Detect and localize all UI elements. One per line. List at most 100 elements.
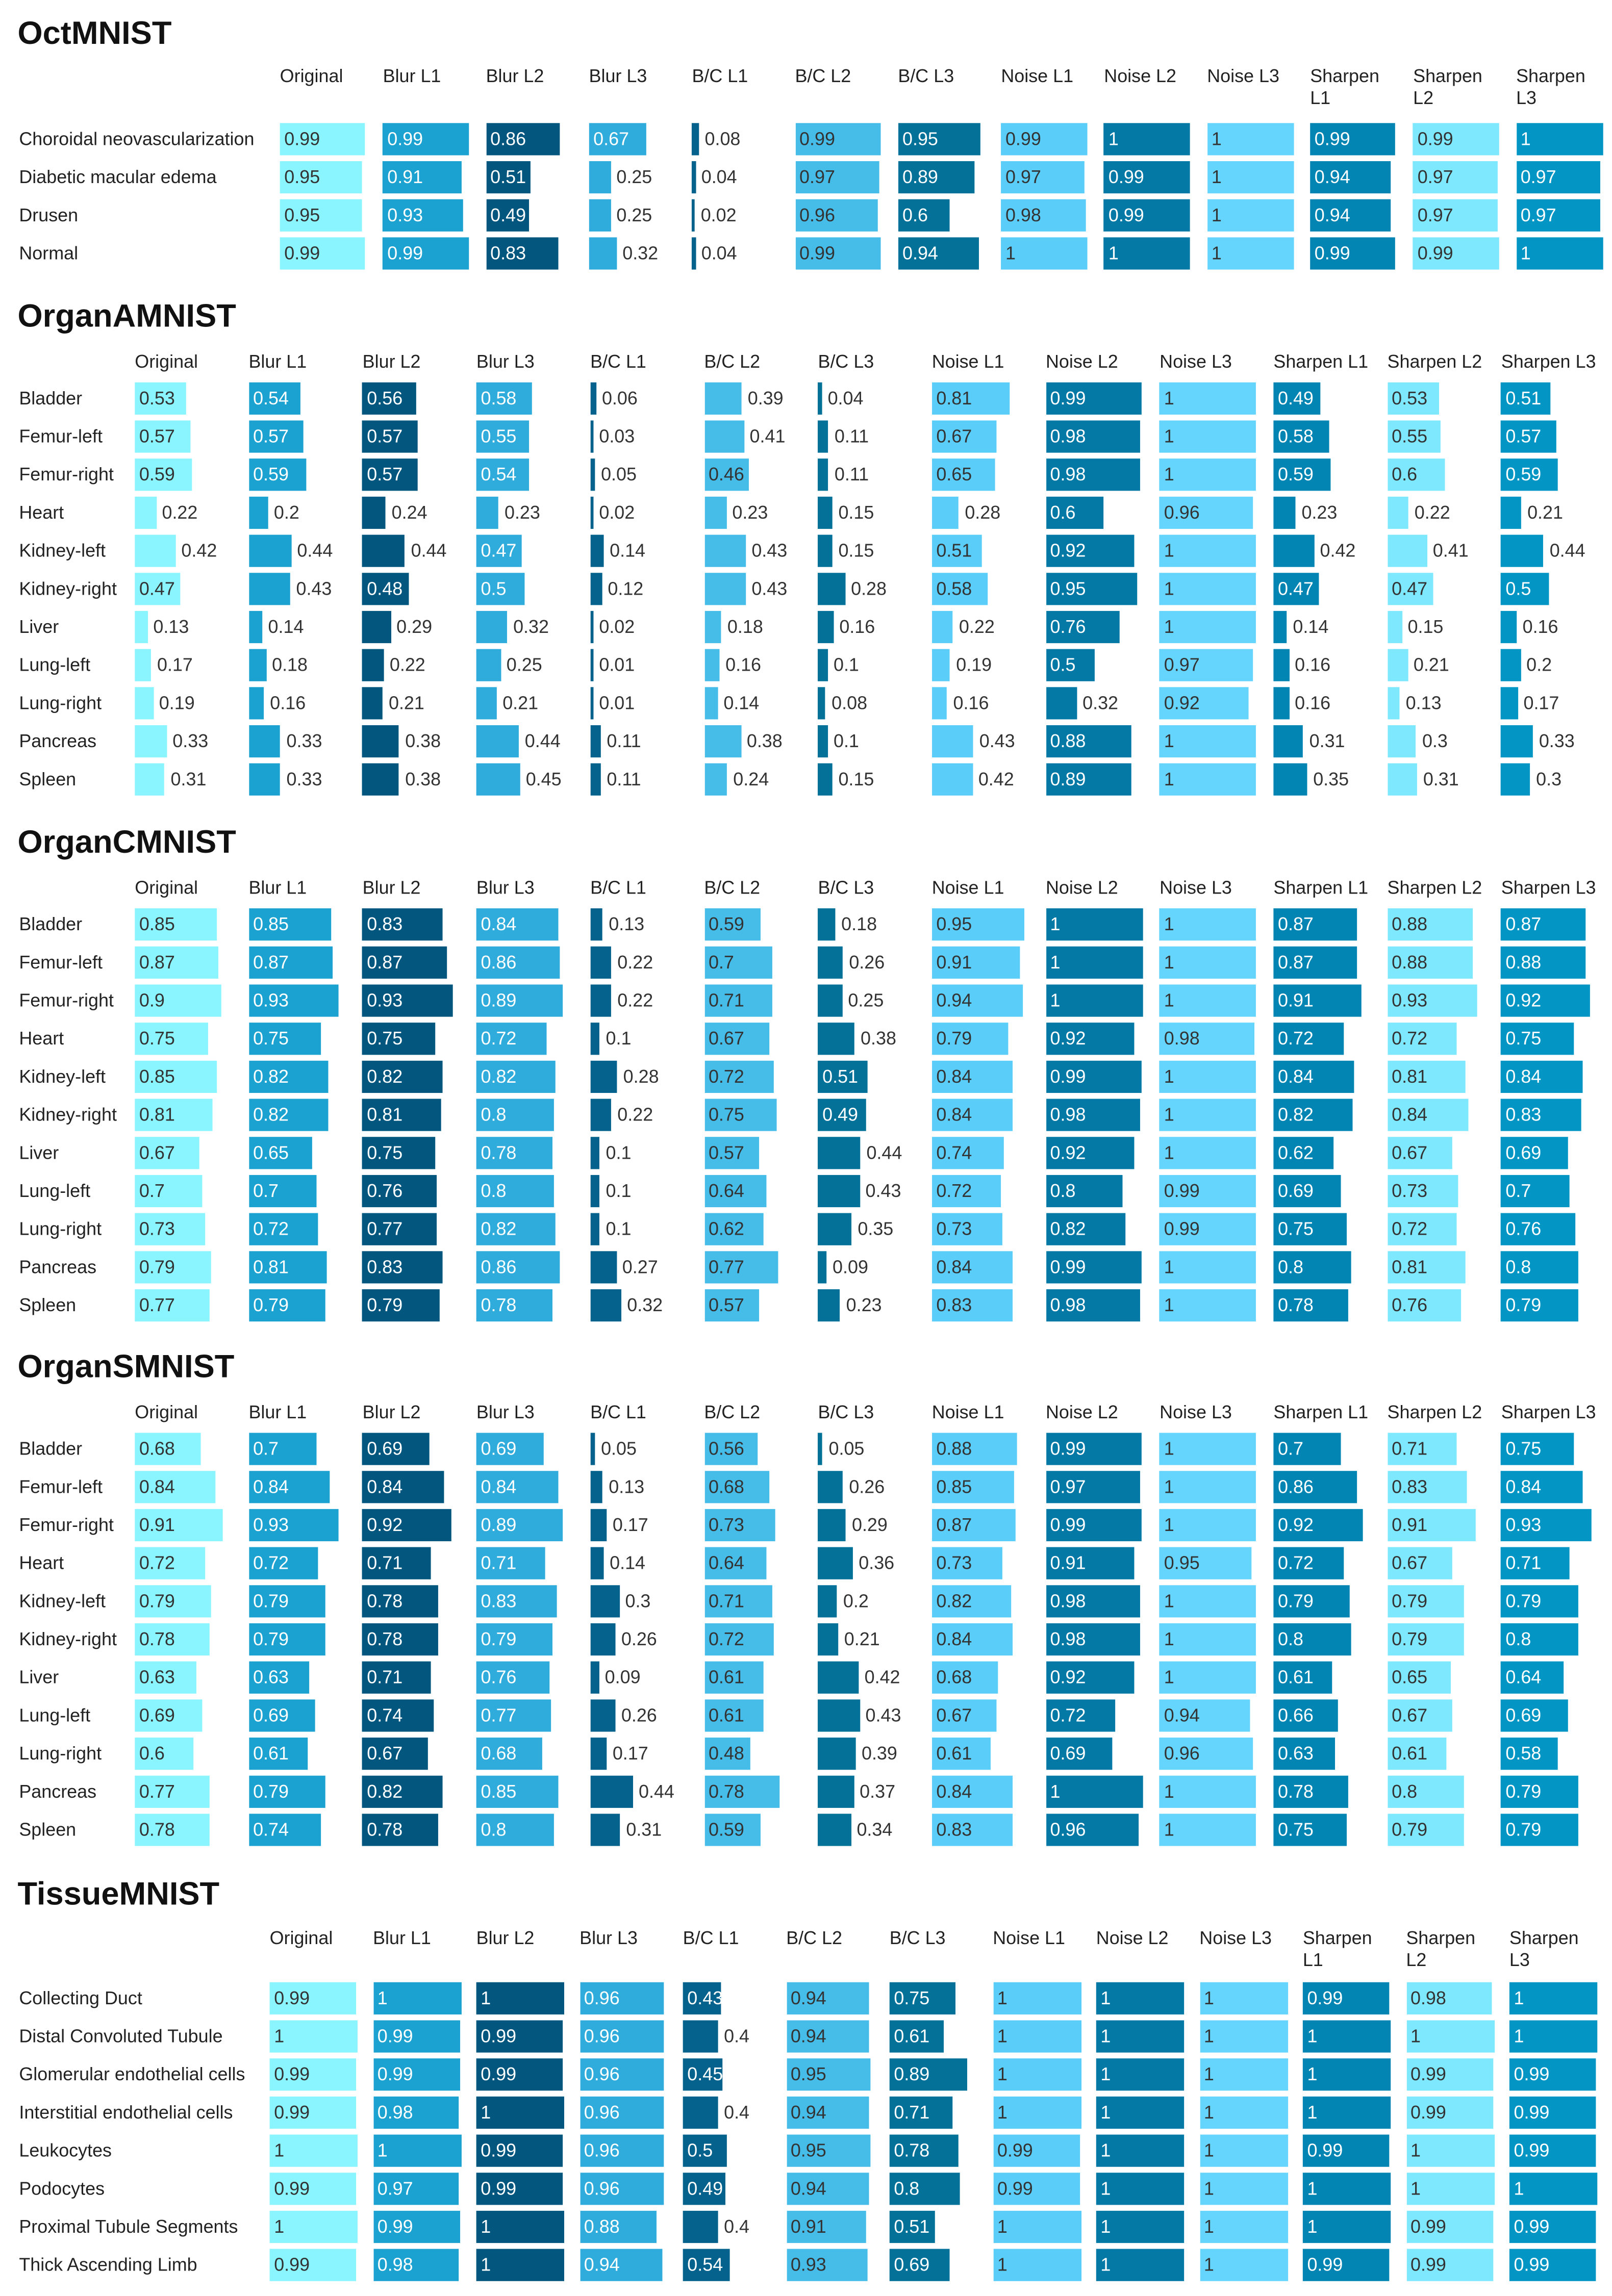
data-label: 0.47 — [481, 541, 517, 562]
data-label: 0.13 — [609, 1476, 645, 1497]
data-label: 0.93 — [367, 990, 403, 1011]
bar-mark — [931, 649, 950, 681]
bar-mark — [1413, 123, 1499, 156]
data-label: 0.8 — [481, 1819, 507, 1841]
data-label: 0.49 — [822, 1105, 859, 1126]
bar-mark — [476, 1175, 554, 1208]
row-label: Lung-right — [19, 1743, 102, 1764]
bar-mark — [1501, 763, 1530, 796]
bar-mark — [1160, 984, 1256, 1017]
bar-mark — [1516, 161, 1600, 194]
bar-mark — [1160, 1547, 1252, 1579]
column-header: Noise L2 — [1045, 877, 1118, 898]
data-label: 1 — [481, 2216, 491, 2237]
data-label: 0.16 — [1295, 693, 1331, 714]
data-label: 0.94 — [1314, 167, 1350, 188]
data-label: 0.8 — [1505, 1629, 1531, 1650]
data-label: 0.82 — [481, 1219, 517, 1240]
bar-mark — [590, 573, 602, 605]
data-label: 0.16 — [725, 655, 762, 676]
data-label: 0.86 — [481, 952, 517, 973]
bar-mark — [362, 420, 418, 453]
bar-mark — [1001, 199, 1086, 232]
bar-mark — [704, 573, 746, 605]
data-label: 0.54 — [481, 464, 517, 485]
data-label: 0.79 — [1505, 1295, 1542, 1316]
data-label: 0.78 — [1277, 1295, 1314, 1316]
bar-mark — [248, 1099, 328, 1131]
data-label: 0.99 — [1050, 1438, 1086, 1460]
row-label: Heart — [19, 502, 64, 523]
data-label: 0.99 — [1005, 129, 1041, 150]
bar-mark — [1045, 1547, 1134, 1579]
data-label: 0.94 — [790, 2026, 826, 2047]
bar-mark — [580, 2173, 664, 2205]
bar-mark — [898, 161, 975, 194]
data-label: 0.44 — [411, 541, 447, 562]
bar-mark — [1413, 161, 1497, 194]
data-label: 0.58 — [936, 578, 972, 599]
bar-mark — [1273, 458, 1331, 491]
bar-mark — [818, 496, 833, 529]
bar-mark — [1096, 2134, 1185, 2167]
bar-mark — [818, 1471, 843, 1503]
bar-mark — [590, 496, 593, 529]
bar-mark — [1406, 2020, 1494, 2053]
data-label: 1 — [1307, 2216, 1318, 2237]
data-label: 1 — [1164, 1142, 1174, 1163]
bar-mark — [704, 1175, 766, 1208]
bar-mark — [1509, 2020, 1598, 2053]
data-label: 0.93 — [387, 205, 423, 226]
bar-mark — [135, 946, 219, 979]
bar-mark — [931, 1251, 1013, 1284]
bar-mark — [1509, 2249, 1597, 2281]
data-label: 0.72 — [1050, 1705, 1086, 1726]
data-label: 0.72 — [253, 1553, 289, 1574]
bar-mark — [476, 1623, 553, 1656]
bar-mark — [135, 1251, 212, 1284]
data-label: 0.84 — [1277, 1066, 1314, 1087]
data-label: 0.97 — [1050, 1476, 1086, 1497]
bar-mark — [1104, 161, 1190, 194]
data-label: 0.5 — [1050, 655, 1076, 676]
bar-mark — [786, 2173, 869, 2205]
bar-mark — [1160, 908, 1256, 941]
bar-mark — [818, 573, 845, 605]
data-label: 0.11 — [834, 464, 869, 485]
bar-mark — [818, 1023, 855, 1055]
data-label: 0.3 — [1422, 731, 1448, 752]
data-label: 0.68 — [936, 1667, 972, 1688]
bar-mark — [1045, 458, 1141, 491]
bar-mark — [931, 534, 981, 567]
bar-mark — [1045, 610, 1120, 644]
bar-mark — [1273, 573, 1319, 605]
data-label: 0.92 — [1164, 693, 1200, 714]
data-label: 0.94 — [790, 1988, 826, 2009]
row-label: Lung-right — [19, 693, 102, 714]
bar-mark — [692, 199, 695, 232]
data-label: 0.1 — [833, 731, 859, 752]
data-label: 0.06 — [601, 388, 638, 409]
data-label: 1 — [1100, 2216, 1111, 2237]
bar-mark — [1160, 1251, 1256, 1284]
data-label: 0.68 — [481, 1743, 517, 1764]
bar-mark — [476, 725, 519, 758]
bar-mark — [818, 687, 826, 720]
data-label: 0.97 — [1520, 167, 1556, 188]
bar-mark — [1406, 2134, 1494, 2167]
data-label: 0.91 — [1050, 1553, 1086, 1574]
bar-mark — [1273, 1661, 1333, 1694]
row-label: Diabetic macular edema — [19, 167, 217, 188]
bar-mark — [1387, 984, 1477, 1017]
bar-mark — [931, 1623, 1013, 1656]
data-label: 0.54 — [253, 388, 289, 409]
bar-mark — [135, 1137, 200, 1169]
data-label: 0.71 — [1505, 1553, 1542, 1574]
data-label: 0.04 — [701, 243, 737, 264]
bar-mark — [1516, 237, 1603, 270]
data-label: 0.77 — [481, 1705, 517, 1726]
bar-mark — [1199, 2173, 1288, 2205]
data-label: 0.97 — [1417, 167, 1453, 188]
bar-mark — [269, 2210, 358, 2243]
